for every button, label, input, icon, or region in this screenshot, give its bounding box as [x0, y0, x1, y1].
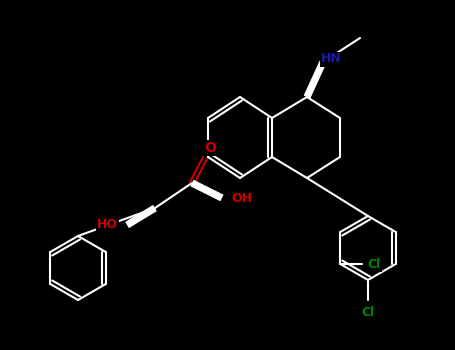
- Text: HO: HO: [96, 218, 117, 231]
- Text: Cl: Cl: [368, 258, 381, 271]
- Text: O: O: [204, 141, 216, 155]
- Text: OH: OH: [232, 191, 253, 204]
- Text: HN: HN: [321, 52, 341, 65]
- Text: Cl: Cl: [361, 306, 374, 318]
